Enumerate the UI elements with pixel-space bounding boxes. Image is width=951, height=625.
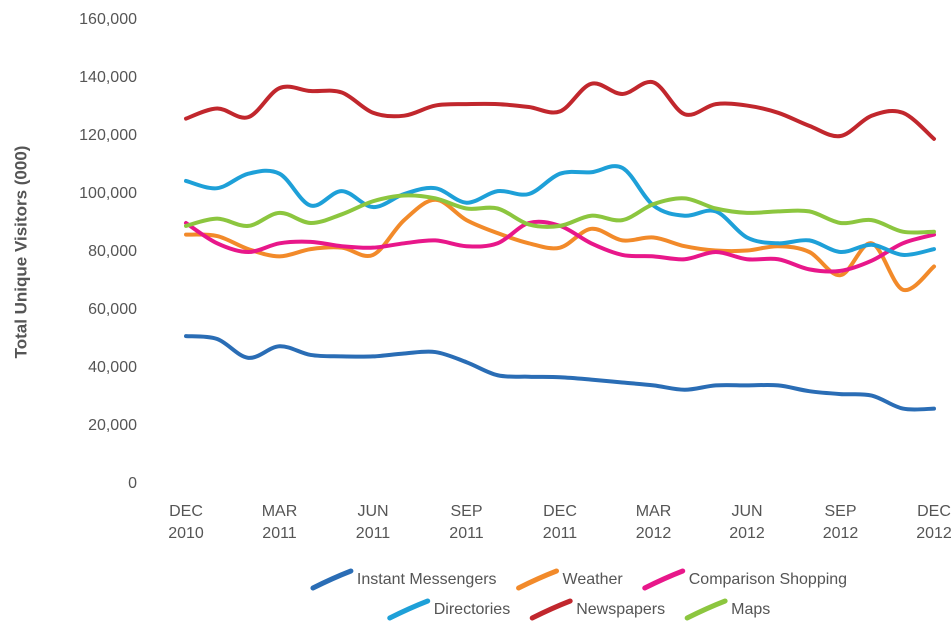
y-tick-label: 40,000 [88,359,137,376]
series-line [184,193,936,235]
x-tick-label: MAR 2011 [262,503,298,542]
y-tick-label: 0 [128,475,137,492]
series-line [184,164,936,257]
legend-label: Maps [731,601,770,618]
x-tick-label: DEC 2010 [168,503,204,542]
y-tick-label: 60,000 [88,301,137,318]
legend-label: Instant Messengers [357,571,497,588]
legend-swatch [684,598,728,621]
legend-label: Comparison Shopping [689,571,847,588]
x-tick-label: SEP 2011 [449,503,484,542]
legend-swatch [516,568,560,591]
legend-swatch [642,568,686,591]
series-line [184,197,936,292]
y-tick-label: 120,000 [79,127,137,144]
x-tick-label: SEP 2012 [823,503,859,542]
series-line [184,334,936,412]
legend-label: Newspapers [576,601,665,618]
x-tick-label: MAR 2012 [636,503,672,542]
x-tick-label: DEC 2012 [916,503,951,542]
x-tick-label: DEC 2011 [543,503,578,542]
y-axis-title: Total Unique Visitors (000) [11,146,30,359]
y-tick-label: 80,000 [88,243,137,260]
legend-swatch [310,568,354,591]
x-tick-label: JUN 2012 [729,503,765,542]
legend-label: Weather [563,571,624,588]
y-tick-label: 100,000 [79,185,137,202]
legend-label: Directories [434,601,510,618]
y-tick-label: 160,000 [79,11,137,28]
series-line [184,79,936,141]
x-tick-label: JUN 2011 [356,503,391,542]
legend-row: Instant Messengers Weather Comparison Shop… [310,568,847,591]
legend-row: Directories Newspapers Maps [387,598,770,621]
y-tick-label: 140,000 [79,69,137,86]
legend-swatch [529,598,573,621]
y-tick-label: 20,000 [88,417,137,434]
legend-swatch [387,598,431,621]
